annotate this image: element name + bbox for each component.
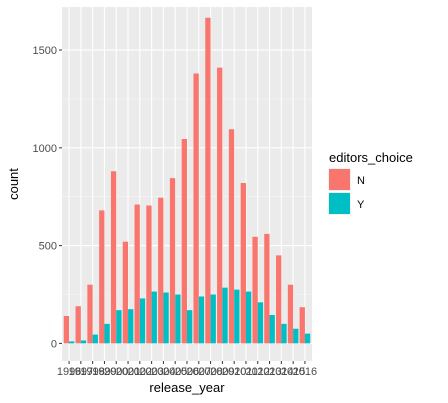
x-tick-label: 2004 bbox=[151, 366, 175, 378]
bar-Y-2013 bbox=[269, 315, 275, 344]
x-tick-label: 2000 bbox=[104, 366, 128, 378]
bar-Y-2007 bbox=[198, 296, 205, 344]
bar-N-2004 bbox=[158, 197, 164, 344]
bar-N-1998 bbox=[87, 284, 93, 344]
bar-Y-2011 bbox=[245, 291, 252, 344]
bar-Y-1997 bbox=[80, 340, 87, 344]
x-tick-label: 2005 bbox=[163, 366, 187, 378]
y-tick-label: 0 bbox=[51, 338, 57, 350]
x-axis-title: release_year bbox=[149, 380, 225, 395]
bar-N-2007 bbox=[193, 73, 199, 344]
bar-Y-2016 bbox=[304, 333, 311, 344]
y-tick-label: 1000 bbox=[33, 143, 57, 155]
bar-N-2001 bbox=[122, 241, 129, 344]
bar-N-2008 bbox=[205, 17, 211, 344]
bars bbox=[63, 17, 311, 344]
y-axis-title: count bbox=[6, 168, 21, 200]
bar-Y-2010 bbox=[234, 289, 240, 344]
bar-N-2000 bbox=[110, 171, 117, 344]
bar-Y-2014 bbox=[281, 323, 287, 344]
bar-Y-2006 bbox=[187, 310, 193, 344]
bar-Y-2000 bbox=[116, 310, 122, 344]
bar-Y-1996 bbox=[69, 341, 75, 344]
y-tick-label: 500 bbox=[39, 241, 57, 253]
x-tick-label: 1997 bbox=[69, 366, 93, 378]
bar-N-1997 bbox=[75, 306, 81, 344]
bar-N-2006 bbox=[181, 139, 187, 344]
x-tick-label: 2013 bbox=[257, 366, 281, 378]
bar-N-2012 bbox=[252, 236, 258, 344]
y-tick-label: 1500 bbox=[33, 45, 57, 57]
x-tick-label: 1998 bbox=[80, 366, 104, 378]
bar-Y-2009 bbox=[222, 287, 228, 344]
legend-key-Y bbox=[329, 193, 350, 214]
bar-N-1999 bbox=[99, 210, 105, 344]
legend-label-Y: Y bbox=[357, 199, 365, 211]
x-tick-label: 2011 bbox=[234, 366, 258, 378]
bar-N-2015 bbox=[287, 284, 294, 344]
x-tick-label: 2015 bbox=[281, 366, 305, 378]
bar-N-2013 bbox=[264, 233, 270, 344]
x-tick-label: 1996 bbox=[57, 366, 81, 378]
x-axis: 1996199719981999200020012002200320042005… bbox=[57, 361, 317, 378]
x-tick-label: 2009 bbox=[210, 366, 234, 378]
bar-N-2003 bbox=[146, 205, 152, 344]
bar-N-2002 bbox=[134, 204, 140, 344]
x-tick-label: 2006 bbox=[175, 366, 199, 378]
x-tick-label: 2001 bbox=[116, 366, 140, 378]
x-tick-label: 2016 bbox=[293, 366, 317, 378]
bar-Y-2015 bbox=[293, 328, 299, 344]
bar-Y-2012 bbox=[257, 302, 264, 344]
legend-title: editors_choice bbox=[329, 150, 413, 165]
bar-Y-1999 bbox=[104, 323, 110, 344]
legend: editors_choice NY bbox=[328, 150, 413, 215]
x-tick-label: 2014 bbox=[269, 366, 293, 378]
bar-N-1996 bbox=[63, 316, 70, 344]
x-tick-label: 2007 bbox=[187, 366, 211, 378]
bar-N-2011 bbox=[240, 183, 246, 344]
bar-N-2014 bbox=[276, 255, 282, 344]
x-tick-label: 2012 bbox=[246, 366, 270, 378]
bar-Y-2005 bbox=[175, 294, 181, 344]
bar-N-2010 bbox=[228, 129, 235, 344]
bar-Y-1998 bbox=[92, 334, 98, 344]
y-axis: 0 500 1000 1500 bbox=[33, 45, 62, 350]
bar-Y-2004 bbox=[163, 292, 169, 344]
x-tick-label: 2010 bbox=[222, 366, 246, 378]
legend-label-N: N bbox=[357, 175, 365, 187]
legend-key-N bbox=[329, 169, 350, 190]
bar-Y-2003 bbox=[151, 291, 157, 344]
x-tick-label: 1999 bbox=[92, 366, 116, 378]
bar-Y-2002 bbox=[139, 298, 146, 344]
bar-Y-2001 bbox=[128, 309, 134, 344]
bar-N-2016 bbox=[299, 307, 305, 344]
bar-N-2005 bbox=[169, 178, 176, 344]
bar-N-2009 bbox=[217, 67, 223, 344]
x-tick-label: 2002 bbox=[128, 366, 152, 378]
x-tick-label: 2003 bbox=[139, 366, 163, 378]
bar-Y-2008 bbox=[210, 294, 216, 344]
x-tick-label: 2008 bbox=[198, 366, 222, 378]
